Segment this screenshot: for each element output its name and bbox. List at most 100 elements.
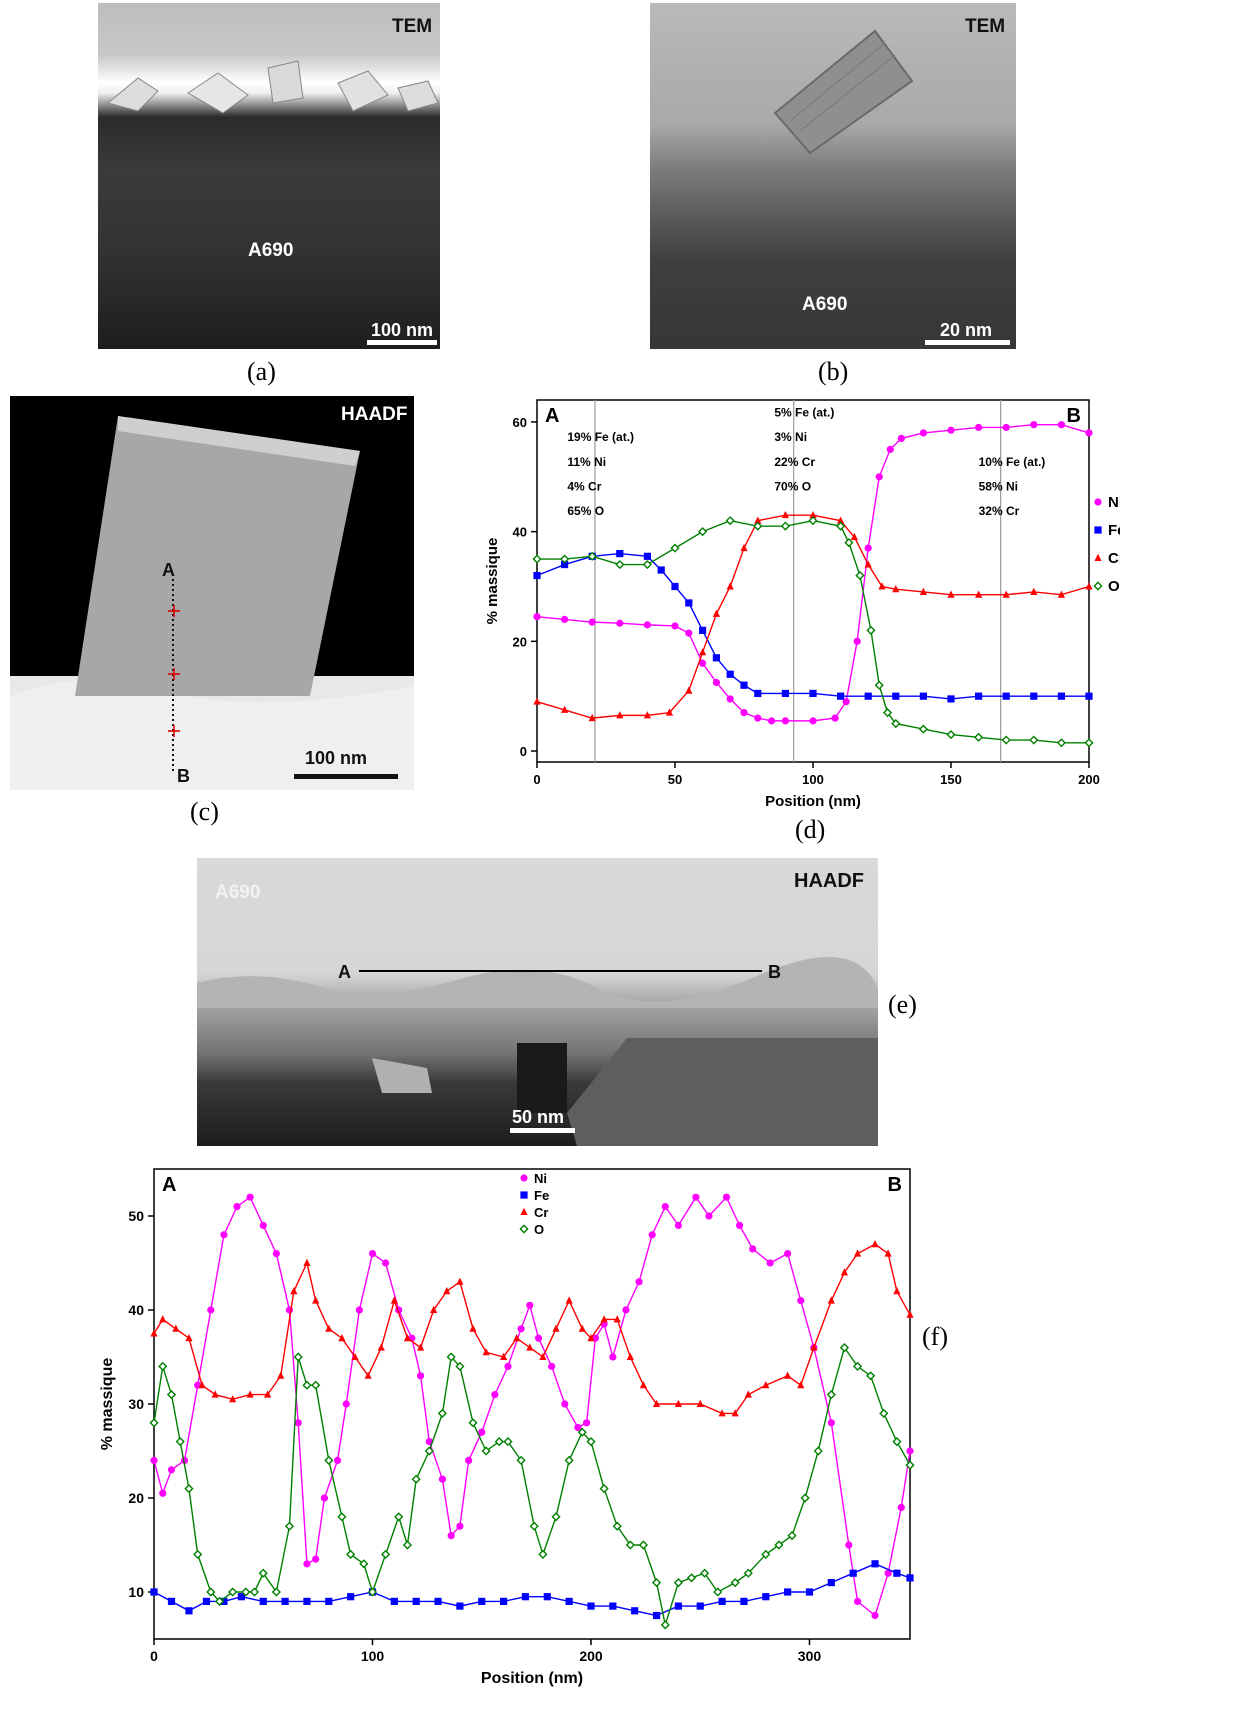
chart-d-point-o [1001, 735, 1011, 745]
chart-d-series-cr [533, 510, 1093, 722]
chart-f-point-o [625, 1540, 635, 1550]
chart-f-point-ni [517, 1325, 525, 1333]
chart-f-point-cr [578, 1324, 586, 1332]
chart-f-point-ni [294, 1419, 302, 1427]
chart-d-ylabel: % massique [484, 538, 501, 625]
chart-d-series-o [532, 516, 1094, 748]
chart-d-point-o [753, 521, 763, 531]
chart-d-point-ni [875, 473, 883, 481]
chart-f-point-ni [534, 1334, 543, 1342]
panel-e-point-a: A [338, 962, 351, 982]
chart-f-point-o [743, 1568, 753, 1578]
panel-c-image [10, 396, 414, 790]
chart-d-point-cr [665, 708, 674, 716]
chart-d-point-fe [616, 549, 624, 558]
chart-f-point-cr [906, 1310, 914, 1318]
chart-f-point-ni [766, 1259, 774, 1267]
chart-f-point-cr [325, 1324, 333, 1332]
chart-f-point-o [175, 1437, 185, 1447]
chart-f-point-ni [635, 1278, 643, 1286]
chart-f-point-ni [456, 1522, 464, 1530]
chart-f-ytick-label: 10 [128, 1584, 144, 1600]
chart-f-point-ni [548, 1362, 556, 1370]
chart-f-point-ni [342, 1400, 350, 1408]
chart-d-point-ni [886, 445, 894, 453]
chart-f-point-ni [827, 1419, 835, 1427]
chart-f-point-fe [434, 1597, 442, 1605]
chart-f-point-o [599, 1484, 609, 1494]
panel-a-image [98, 3, 440, 349]
chart-d-point-cr [1085, 582, 1093, 590]
chart-f-point-fe [696, 1602, 704, 1610]
chart-d-point-cr [533, 697, 541, 705]
chart-f-point-ni [906, 1447, 914, 1455]
chart-f-point-o [774, 1540, 784, 1550]
chart-f-point-o [468, 1418, 478, 1428]
chart-d-point-ni [533, 613, 541, 621]
chart-f-point-fe [893, 1569, 901, 1577]
chart-f-point-o [166, 1390, 177, 1400]
chart-d-point-o [587, 551, 597, 561]
chart-d-point-ni [947, 426, 955, 434]
chart-d-annotation: 65% O [567, 504, 604, 518]
chart-f-point-o [673, 1578, 683, 1588]
chart-d-ytick-label: 40 [513, 525, 527, 540]
chart-d-point-cr [588, 713, 596, 722]
chart-f-point-fe [718, 1597, 726, 1605]
chart-f-point-fe [849, 1569, 857, 1577]
chart-f-xtick-label: 100 [361, 1648, 385, 1664]
panel-c-caption: (c) [190, 797, 219, 826]
chart-f-point-fe [543, 1593, 551, 1601]
chart-f-point-cr [513, 1334, 521, 1342]
chart-f-point-o [302, 1380, 312, 1390]
chart-f-point-fe [150, 1588, 158, 1596]
chart-f-point-fe [674, 1602, 682, 1610]
chart-d-point-o [1084, 738, 1094, 748]
chart-d-point-o [918, 724, 928, 734]
panel-e-caption: (e) [888, 990, 917, 1019]
panel-e-scale-label: 50 nm [512, 1107, 565, 1127]
chart-d-legend-label: Ni [1108, 494, 1120, 511]
chart-f-point-o [494, 1437, 504, 1447]
chart-f-point-ni [526, 1301, 534, 1309]
chart-d-point-fe [754, 689, 762, 698]
chart-d-xlabel: Position (nm) [765, 793, 861, 810]
chart-f-legend-label: Cr [534, 1205, 548, 1220]
chart-f-series-line [153, 1345, 911, 1626]
chart-d-point-fe [657, 566, 665, 574]
panel-a-scale-bar [367, 340, 437, 345]
chart-d-point-cr [643, 711, 651, 719]
chart-f-point-o [879, 1408, 889, 1418]
chart-d-point-o [725, 516, 735, 526]
chart-f-series-line [153, 1195, 911, 1617]
chart-f-point-o [324, 1455, 334, 1465]
chart-f-point-o [586, 1437, 596, 1447]
chart-d-xtick-label: 50 [668, 772, 682, 787]
chart-f-point-cr [827, 1296, 835, 1304]
chart-f-xlabel: Position (nm) [481, 1670, 583, 1687]
chart-f-point-cr [303, 1258, 311, 1266]
chart-f-point-ni [722, 1193, 731, 1201]
chart-f-point-o [367, 1587, 378, 1597]
chart-f-point-o [394, 1512, 404, 1522]
chart-f-point-ni [574, 1423, 582, 1432]
chart-d-point-ni [842, 698, 850, 706]
chart-d-series-line [536, 514, 1090, 719]
chart-d-point-ni [781, 717, 789, 725]
chart-f-point-o [713, 1587, 723, 1597]
chart-f-point-fe [565, 1597, 573, 1605]
chart-f-point-fe [412, 1597, 420, 1605]
chart-d-point-ni [754, 714, 762, 722]
chart-d-point-cr [1057, 590, 1065, 598]
chart-f-point-o [149, 1418, 159, 1428]
chart-f-point-o [839, 1343, 850, 1353]
chart-f-point-o [271, 1587, 281, 1597]
panel-c-point-a: A [162, 560, 175, 580]
chart-f-point-o [311, 1380, 321, 1390]
chart-f-series-o [149, 1343, 915, 1630]
chart-d-point-cr [699, 648, 707, 656]
chart-f-point-o [892, 1437, 902, 1447]
chart-d-point-cr [919, 587, 927, 595]
chart-f-point-fe [202, 1597, 211, 1605]
chart-f-point-o [424, 1446, 434, 1456]
